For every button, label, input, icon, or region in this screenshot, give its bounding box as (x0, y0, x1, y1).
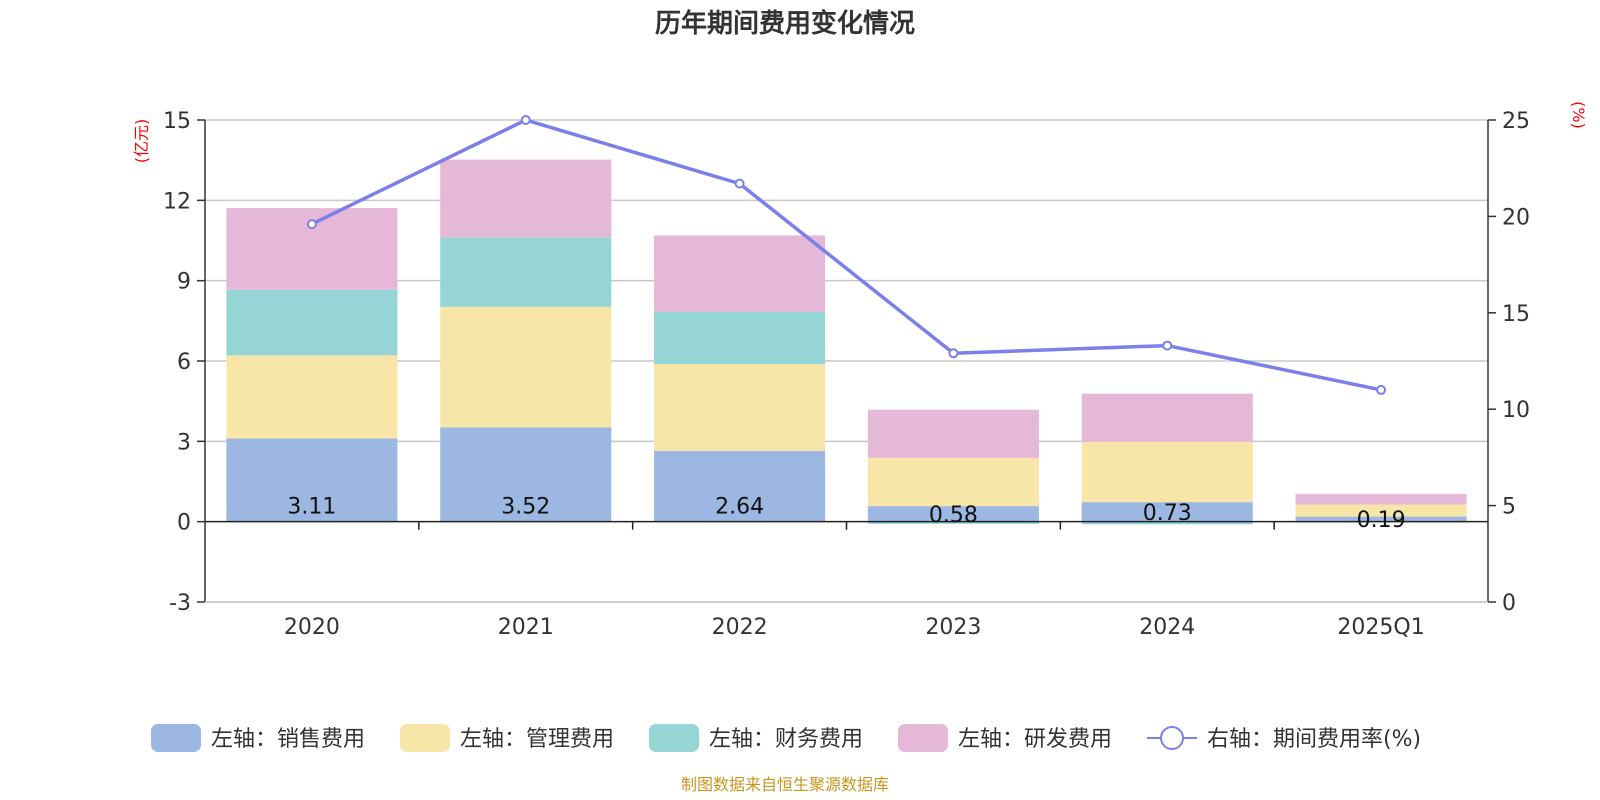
bars (226, 159, 1467, 525)
bar-segment-1 (440, 427, 612, 522)
right-tick-label: 25 (1502, 109, 1530, 134)
rate-point (948, 348, 959, 359)
legend-swatch (400, 724, 450, 752)
x-tick-label: 2023 (925, 615, 981, 640)
right-tick-label: 0 (1502, 591, 1516, 616)
legend: 左轴：销售费用 左轴：管理费用 左轴：财务费用 左轴：研发费用 右轴：期间费用率(%) (151, 724, 1421, 752)
rate-point (1162, 340, 1173, 351)
legend-circle-icon (1160, 726, 1184, 750)
bar-segment-4 (654, 235, 826, 312)
x-tick-label: 2020 (284, 615, 340, 640)
bar-segment-3 (226, 289, 398, 356)
bar-segment-2 (1295, 504, 1467, 517)
legend-swatch (898, 724, 948, 752)
bar-segment-2 (867, 457, 1039, 507)
legend-label: 右轴：期间费用率(%) (1207, 727, 1421, 752)
x-tick-label: 2025Q1 (1337, 615, 1424, 640)
data-label: 0.73 (1143, 501, 1192, 526)
bar-segment-3 (867, 521, 1039, 524)
legend-label: 左轴：销售费用 (211, 727, 365, 752)
data-label: 2.64 (715, 495, 764, 520)
data-label: 0.19 (1357, 508, 1406, 533)
chart-title: 历年期间费用变化情况 (655, 8, 915, 39)
left-tick-label: 0 (177, 511, 191, 536)
left-tick-label: 15 (163, 109, 191, 134)
bar-segment-2 (440, 306, 612, 428)
bar-segment-4 (1295, 493, 1467, 505)
x-tick-label: 2021 (498, 615, 554, 640)
bar-segment-2 (226, 355, 398, 439)
legend-label: 左轴：财务费用 (709, 727, 863, 752)
data-label: 3.11 (287, 495, 336, 520)
bar-segment-4 (867, 409, 1039, 458)
source-note: 制图数据来自恒生聚源数据库 (681, 775, 889, 794)
bar-segment-4 (1081, 393, 1253, 442)
x-tick-label: 2024 (1139, 615, 1195, 640)
right-tick-label: 10 (1502, 398, 1530, 423)
bar-segment-1 (867, 506, 1039, 522)
x-tick-label: 2022 (712, 615, 768, 640)
left-tick-label: 6 (177, 350, 191, 375)
rate-point (1376, 384, 1387, 395)
right-axis-unit: (%) (1569, 101, 1588, 129)
data-label: 3.52 (501, 495, 550, 520)
rate-point (520, 115, 531, 125)
axes: -3 0 3 6 9 12 15 0 5 10 15 20 25 2020 2021 2022 2023 2024… (163, 109, 1530, 640)
bar-segment-2 (654, 363, 826, 451)
legend-label: 左轴：研发费用 (958, 727, 1112, 752)
bar-segment-4 (440, 159, 612, 238)
bar-segment-3 (1081, 521, 1253, 525)
rate-line (306, 115, 1387, 395)
legend-label: 左轴：管理费用 (460, 727, 614, 752)
left-tick-label: 12 (163, 189, 191, 214)
data-label: 0.58 (929, 503, 978, 528)
bar-segment-3 (440, 237, 612, 307)
bar-segment-1 (1081, 502, 1253, 522)
data-labels: 3.11 3.52 2.64 0.58 0.73 0.19 (287, 495, 1405, 533)
legend-swatch (151, 724, 201, 752)
left-tick-label: 3 (177, 430, 191, 455)
bar-segment-1 (1295, 516, 1467, 522)
right-tick-label: 20 (1502, 205, 1530, 230)
bar-segment-1 (654, 450, 826, 522)
right-tick-label: 15 (1502, 302, 1530, 327)
rate-point (734, 178, 745, 189)
rate-point (306, 219, 317, 230)
bar-segment-1 (226, 438, 398, 522)
bar-segment-3 (654, 311, 826, 364)
bar-segment-2 (1081, 441, 1253, 503)
legend-swatch (649, 724, 699, 752)
left-axis-unit: (亿元) (132, 119, 151, 164)
rate-line-path (311, 118, 1382, 392)
left-tick-label: -3 (169, 591, 191, 616)
left-tick-label: 9 (177, 270, 191, 295)
right-tick-label: 5 (1502, 495, 1516, 520)
